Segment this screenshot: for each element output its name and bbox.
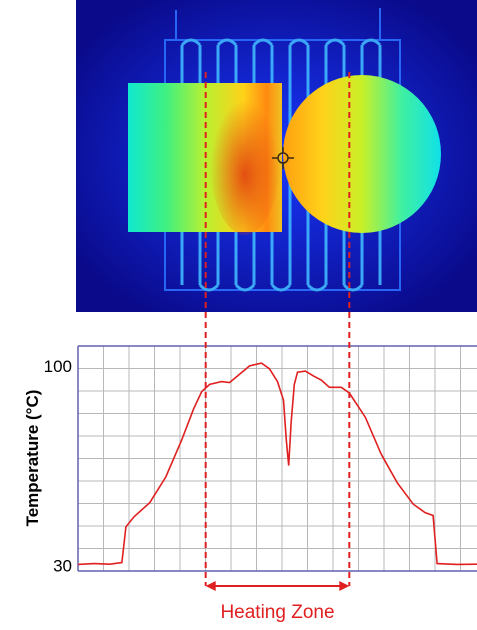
hot-spot (210, 85, 280, 235)
heating-zone-label: Heating Zone (220, 602, 334, 623)
y-tick-label: 100 (44, 357, 72, 376)
y-ticks: 30 100 (44, 357, 72, 575)
sample-circle (283, 75, 441, 233)
temperature-series-line (77, 362, 477, 566)
y-axis-label: Temperature (°C) (23, 390, 42, 527)
heating-zone-markers: Heating Zone (204, 72, 351, 623)
arrow-head-right-icon (339, 581, 350, 591)
y-tick-label: 30 (53, 556, 72, 575)
thermal-image (76, 0, 477, 312)
arrow-head-left-icon (205, 581, 216, 591)
chart: 30 100 Temperature (°C) (23, 345, 477, 575)
crosshair-icon (272, 147, 294, 169)
